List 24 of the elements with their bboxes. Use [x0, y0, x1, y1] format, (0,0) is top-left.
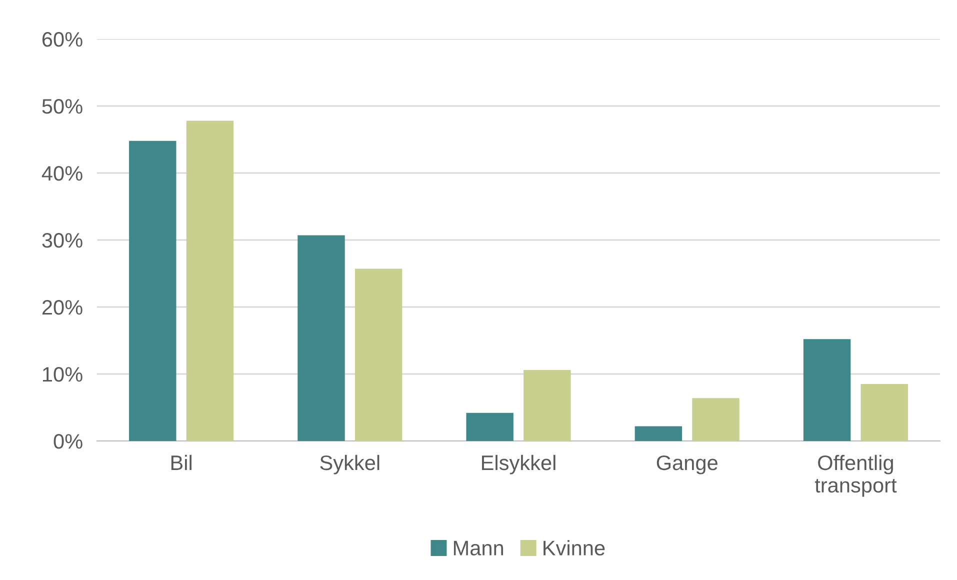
y-tick-label: 60% [42, 32, 82, 47]
y-tick-label: 20% [42, 300, 82, 315]
y-tick-label: 30% [42, 233, 82, 248]
legend-label: Kvinne [544, 540, 605, 556]
y-tick-label: 10% [43, 367, 82, 382]
x-tick-label: Offentlig transport [814, 454, 897, 497]
bar [803, 339, 851, 441]
y-tick-label: 40% [42, 166, 82, 181]
bar [186, 120, 234, 441]
y-tick-label: 0% [54, 434, 82, 449]
x-tick-label: Gange [656, 455, 718, 474]
bar [298, 235, 345, 441]
bar [860, 384, 908, 441]
x-tick-label: Elsykkel [482, 454, 556, 474]
bar [354, 268, 402, 441]
bar [634, 426, 682, 441]
bar [129, 140, 176, 441]
x-tick-label: Bil [171, 454, 192, 470]
bar [692, 398, 740, 441]
legend-label: Mann [454, 540, 504, 556]
x-tick-label: Sykkel [320, 454, 380, 474]
bar [524, 370, 571, 441]
bar [466, 412, 514, 441]
y-tick-label: 50% [42, 99, 82, 114]
